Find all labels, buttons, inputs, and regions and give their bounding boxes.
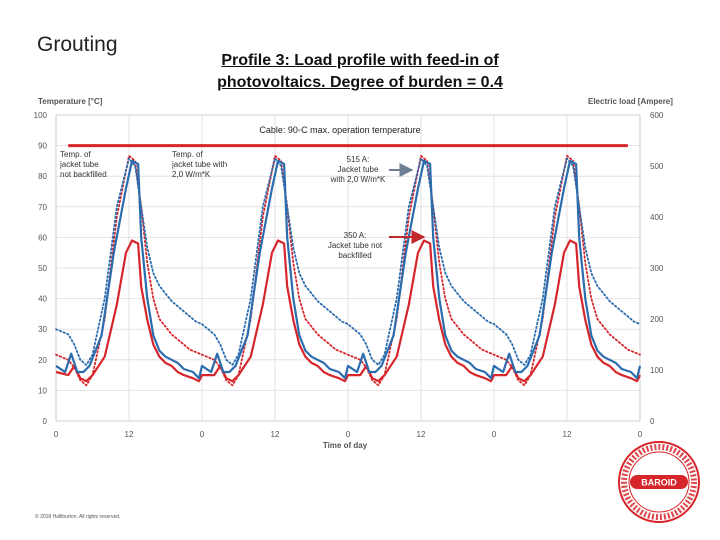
y-right-tick-label: 0 — [650, 417, 655, 426]
y-left-tick-label: 100 — [34, 111, 48, 120]
x-tick-label: 0 — [54, 430, 59, 439]
y-axis-right-label: Electric load [Ampere] — [588, 97, 673, 106]
annotation-a350: 350 A: Jacket tube not backfilled — [328, 231, 383, 260]
axes: 0 10 20 30 40 50 60 70 80 90 100 0 100 200 300 400 500 60… — [34, 111, 664, 439]
series-line — [55, 154, 641, 387]
x-tick-label: 12 — [271, 430, 280, 439]
y-left-tick-label: 80 — [38, 172, 47, 181]
y-right-tick-label: 400 — [650, 213, 664, 222]
annotation-left-blue: Temp. of jacket tube with 2,0 W/m*K — [171, 150, 227, 179]
annotation-line: Temp. of — [60, 150, 91, 159]
annotation-line: jacket tube — [59, 160, 99, 169]
y-left-tick-label: 20 — [38, 356, 47, 365]
y-right-tick-label: 500 — [650, 162, 664, 171]
x-tick-label: 12 — [563, 430, 572, 439]
copyright: © 2018 Halliburton. All rights reserved. — [35, 514, 121, 520]
annotation-line: 350 A: — [344, 231, 367, 240]
annotation-line: 2,0 W/m*K — [172, 170, 211, 179]
annotation-line: jacket tube with — [171, 160, 227, 169]
series-line — [55, 157, 641, 366]
annotation-line: Jacket tube — [338, 165, 379, 174]
annotation-line: 515 A: — [347, 155, 370, 164]
y-left-tick-label: 90 — [38, 142, 47, 151]
y-right-tick-label: 100 — [650, 366, 664, 375]
x-tick-label: 0 — [200, 430, 205, 439]
slide-title: Grouting — [37, 33, 118, 56]
y-left-tick-label: 50 — [38, 264, 47, 273]
annotation-line: with 2,0 W/m*K — [330, 175, 386, 184]
y-left-tick-label: 0 — [43, 417, 48, 426]
y-right-tick-label: 600 — [650, 111, 664, 120]
annotation-left-red: Temp. of jacket tube not backfilled — [59, 150, 107, 179]
logo-text: BAROID — [641, 478, 677, 488]
series-line — [55, 239, 641, 383]
y-left-tick-label: 30 — [38, 325, 47, 334]
x-tick-label: 0 — [638, 430, 643, 439]
x-axis-label: Time of day — [323, 441, 368, 450]
x-tick-label: 0 — [346, 430, 351, 439]
y-left-tick-label: 10 — [38, 386, 47, 395]
x-tick-label: 12 — [417, 430, 426, 439]
plot-frame — [55, 114, 641, 422]
series-layer — [55, 154, 642, 387]
annotation-line: Jacket tube not — [328, 241, 383, 250]
y-axis-left-label: Temperature [°C] — [38, 97, 103, 106]
chart-heading: Profile 3: Load profile with feed-in of … — [217, 52, 503, 91]
y-right-tick-label: 300 — [650, 264, 664, 273]
y-left-tick-label: 40 — [38, 295, 47, 304]
max-operation-temperature-label: Cable: 90◦C max. operation temperature — [259, 125, 420, 135]
x-tick-label: 12 — [125, 430, 134, 439]
baroid-seal-logo: BAROID — [618, 441, 700, 523]
annotation-line: backfilled — [338, 251, 371, 260]
y-left-tick-label: 60 — [38, 233, 47, 242]
x-tick-label: 0 — [492, 430, 497, 439]
y-right-tick-label: 200 — [650, 315, 664, 324]
annotation-line: not backfilled — [60, 170, 107, 179]
annotation-a515: 515 A: Jacket tube with 2,0 W/m*K — [330, 155, 386, 184]
y-left-tick-label: 70 — [38, 203, 47, 212]
annotation-line: Temp. of — [172, 150, 203, 159]
series-line — [55, 159, 642, 380]
